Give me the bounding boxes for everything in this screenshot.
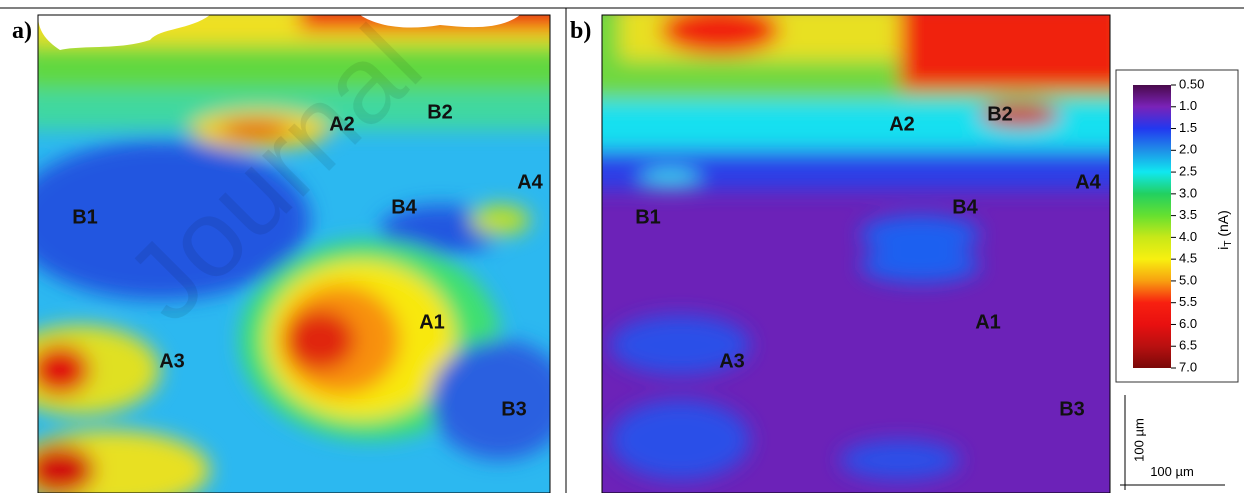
region-label: A4 <box>517 171 543 193</box>
region-label: B2 <box>427 101 453 123</box>
colorbar-tick-label: 3.0 <box>1179 185 1197 200</box>
map-b-frame <box>601 14 1111 493</box>
map-a-frame <box>37 14 551 493</box>
region-label: A2 <box>889 113 915 135</box>
region-label: B1 <box>635 206 661 228</box>
colorbar-tick-label: 4.0 <box>1179 229 1197 244</box>
colorbar-tick-label: 4.5 <box>1179 251 1197 266</box>
scale-label: 100 µm <box>1150 464 1194 479</box>
colorbar-tick-label: 7.0 <box>1179 359 1197 374</box>
region-label: B3 <box>501 398 527 420</box>
region-label: B1 <box>72 206 98 228</box>
colorbar-tick-label: 2.0 <box>1179 142 1197 157</box>
region-label: A3 <box>159 350 185 372</box>
colorbar-tick-label: 6.0 <box>1179 316 1197 331</box>
colorbar-tick-label: 1.5 <box>1179 120 1197 135</box>
colorbar-tick-label: 1.0 <box>1179 98 1197 113</box>
panel-label: a) <box>12 18 32 44</box>
region-label: A1 <box>975 311 1001 333</box>
map-b <box>602 15 1110 493</box>
colorbar-tick-label: 6.5 <box>1179 338 1197 353</box>
colorbar-tick-label: 5.5 <box>1179 294 1197 309</box>
colorbar-tick-label: 2.5 <box>1179 164 1197 179</box>
region-label: B2 <box>987 103 1013 125</box>
region-label: B4 <box>391 196 417 218</box>
colorbar-tick-label: 0.50 <box>1179 76 1204 91</box>
region-label: A2 <box>329 113 355 135</box>
panel-label: b) <box>570 18 591 44</box>
region-label: A1 <box>419 311 445 333</box>
region-label: A4 <box>1075 171 1101 193</box>
region-label: B4 <box>952 196 978 218</box>
region-label: A3 <box>719 350 745 372</box>
scale-label: 100 µm <box>1131 418 1146 462</box>
colorbar <box>1133 85 1171 368</box>
map-a <box>38 15 550 493</box>
colorbar-title: iT (nA) <box>1215 210 1234 250</box>
region-label: B3 <box>1059 398 1085 420</box>
colorbar-tick-label: 5.0 <box>1179 272 1197 287</box>
colorbar-tick-label: 3.5 <box>1179 207 1197 222</box>
